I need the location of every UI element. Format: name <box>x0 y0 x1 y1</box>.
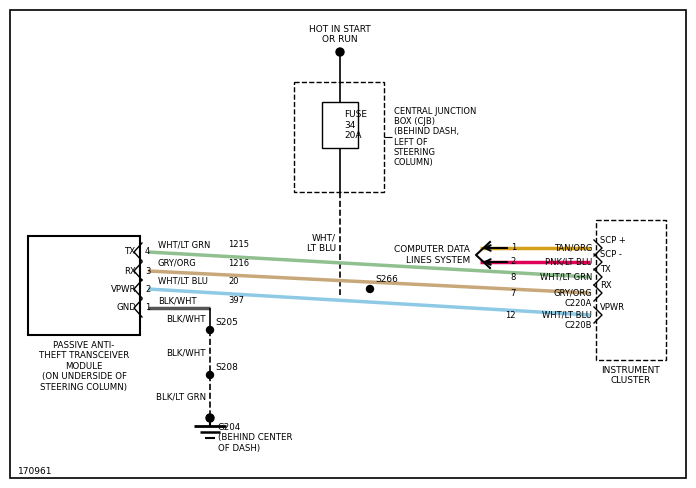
Text: VPWR: VPWR <box>111 285 136 293</box>
Bar <box>596 220 666 360</box>
Text: 7: 7 <box>511 288 516 298</box>
Text: TX: TX <box>125 247 136 257</box>
Text: BLK/LT GRN: BLK/LT GRN <box>156 392 206 401</box>
Text: S208: S208 <box>215 363 238 372</box>
Text: SCP -: SCP - <box>600 250 622 259</box>
Text: WHT/LT BLU: WHT/LT BLU <box>542 310 592 320</box>
Text: 1216: 1216 <box>228 259 249 268</box>
Text: 3: 3 <box>145 266 150 276</box>
Text: 2: 2 <box>511 258 516 266</box>
Text: GND: GND <box>116 304 136 312</box>
Text: BLK/WHT: BLK/WHT <box>166 314 206 324</box>
Text: CENTRAL JUNCTION
BOX (CJB)
(BEHIND DASH,
LEFT OF
STEERING
COLUMN): CENTRAL JUNCTION BOX (CJB) (BEHIND DASH,… <box>394 106 476 167</box>
Text: 397: 397 <box>228 296 244 305</box>
Text: 1215: 1215 <box>228 240 249 249</box>
Circle shape <box>207 371 214 379</box>
Circle shape <box>336 48 344 56</box>
Text: WHT/LT GRN: WHT/LT GRN <box>539 272 592 282</box>
Text: INSTRUMENT
CLUSTER: INSTRUMENT CLUSTER <box>601 366 661 386</box>
Text: 2: 2 <box>145 285 150 293</box>
Text: S266: S266 <box>375 275 398 284</box>
Text: S205: S205 <box>215 318 238 327</box>
Text: G204
(BEHIND CENTER
OF DASH): G204 (BEHIND CENTER OF DASH) <box>218 423 292 453</box>
Text: 1: 1 <box>511 244 516 252</box>
Text: COMPUTER DATA
LINES SYSTEM: COMPUTER DATA LINES SYSTEM <box>394 245 470 264</box>
Text: TAN/ORG: TAN/ORG <box>553 244 592 252</box>
Text: RX: RX <box>124 266 136 276</box>
Text: PASSIVE ANTI-
THEFT TRANSCEIVER
MODULE
(ON UNDERSIDE OF
STEERING COLUMN): PASSIVE ANTI- THEFT TRANSCEIVER MODULE (… <box>39 341 129 391</box>
Text: BLK/WHT: BLK/WHT <box>166 348 206 357</box>
Bar <box>294 82 384 192</box>
Text: VPWR: VPWR <box>600 303 625 312</box>
Text: PNK/LT BLU: PNK/LT BLU <box>545 258 592 266</box>
Text: 170961: 170961 <box>18 467 52 476</box>
Bar <box>28 236 140 335</box>
Text: 12: 12 <box>505 310 516 320</box>
Text: HOT IN START
OR RUN: HOT IN START OR RUN <box>309 24 371 44</box>
Bar <box>322 102 358 148</box>
Circle shape <box>367 285 374 292</box>
Text: WHT/LT BLU: WHT/LT BLU <box>158 277 208 286</box>
Text: RX: RX <box>600 281 612 290</box>
Text: WHT/
LT BLU: WHT/ LT BLU <box>307 234 336 253</box>
Text: TX: TX <box>600 265 611 274</box>
Text: 1: 1 <box>145 304 150 312</box>
Text: 4: 4 <box>145 247 150 257</box>
Text: C220B: C220B <box>564 322 592 330</box>
Text: WHT/LT GRN: WHT/LT GRN <box>158 240 210 249</box>
Text: 20: 20 <box>228 277 239 286</box>
Text: BLK/WHT: BLK/WHT <box>158 296 196 305</box>
Circle shape <box>206 414 214 422</box>
Text: 8: 8 <box>511 272 516 282</box>
Text: FUSE
34
20A: FUSE 34 20A <box>344 110 367 140</box>
Text: SCP +: SCP + <box>600 236 626 245</box>
Text: GRY/ORG: GRY/ORG <box>553 288 592 298</box>
Text: GRY/ORG: GRY/ORG <box>158 259 197 268</box>
Text: C220A: C220A <box>564 300 592 308</box>
Circle shape <box>207 326 214 333</box>
